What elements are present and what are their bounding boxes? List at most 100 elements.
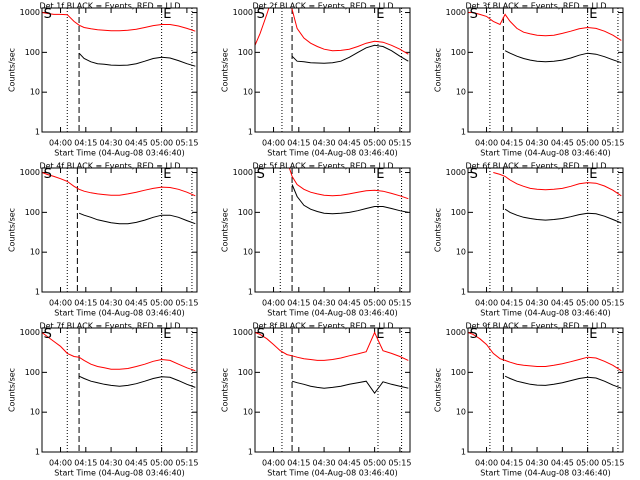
annotation: E [376, 327, 384, 342]
chart-title: Det 1f BLACK = Events, RED = LLD [39, 2, 180, 11]
x-axis-label: Start Time (04-Aug-08 03:46:40) [267, 309, 398, 318]
x-axis-label: Start Time (04-Aug-08 03:46:40) [480, 309, 611, 318]
chart-title: Det 6f BLACK = Events, RED = LLD [465, 162, 606, 171]
chart-title: Det 5f BLACK = Events, RED = LLD [252, 162, 393, 171]
y-tick-label: 1000 [233, 8, 253, 17]
y-tick-label: 1 [35, 128, 40, 137]
chart-title: Det 9f BLACK = Events, RED = LLD [465, 322, 606, 331]
x-tick-label: 05:15 [601, 139, 624, 148]
y-tick-label: 100 [25, 368, 40, 377]
series-line [504, 208, 622, 224]
series-line [468, 332, 622, 372]
y-tick-label: 1 [248, 288, 253, 297]
panel: Det 6f BLACK = Events, RED = LLD Counts/s… [434, 162, 625, 318]
y-tick-label: 1 [461, 288, 466, 297]
x-tick-label: 04:30 [526, 299, 549, 308]
y-tick-label: 100 [238, 208, 253, 217]
y-tick-label: 10 [243, 408, 253, 417]
x-tick-label: 05:00 [150, 299, 173, 308]
x-tick-label: 04:00 [475, 139, 498, 148]
x-tick-label: 05:15 [388, 139, 411, 148]
plot-frame [467, 7, 624, 133]
x-tick-label: 04:45 [338, 139, 361, 148]
x-tick-label: 04:15 [287, 459, 310, 468]
annotation: S [470, 7, 478, 22]
annotation: S [257, 167, 265, 182]
x-tick-label: 04:45 [125, 139, 148, 148]
x-tick-label: 04:15 [74, 459, 97, 468]
y-tick-label: 100 [238, 368, 253, 377]
y-tick-label: 10 [30, 408, 40, 417]
y-tick-label: 10 [456, 408, 466, 417]
annotation: E [376, 7, 384, 22]
annotation: E [589, 7, 597, 22]
x-tick-label: 04:45 [125, 299, 148, 308]
y-tick-label: 10 [243, 248, 253, 257]
series-line [42, 12, 196, 32]
annotation: E [163, 167, 171, 182]
annotation: E [163, 327, 171, 342]
y-tick-label: 1000 [233, 168, 253, 177]
x-tick-label: 05:15 [175, 139, 198, 148]
series-line [78, 375, 196, 388]
series-line [291, 44, 409, 64]
x-tick-label: 04:30 [526, 139, 549, 148]
series-line [291, 380, 409, 395]
annotation: S [257, 7, 265, 22]
y-axis-label: Counts/sec [221, 208, 230, 252]
y-tick-label: 1 [35, 288, 40, 297]
x-tick-label: 05:00 [363, 299, 386, 308]
y-axis-label: Counts/sec [8, 208, 17, 252]
panel: Det 2f BLACK = Events, RED = LLD Counts/s… [221, 2, 412, 158]
x-tick-label: 04:15 [500, 139, 523, 148]
x-tick-label: 04:00 [49, 139, 72, 148]
annotation: E [163, 7, 171, 22]
x-tick-label: 05:15 [601, 459, 624, 468]
x-tick-label: 05:00 [576, 459, 599, 468]
y-axis-label: Counts/sec [221, 368, 230, 412]
annotation: S [44, 167, 52, 182]
y-tick-label: 10 [243, 88, 253, 97]
x-tick-label: 05:00 [150, 139, 173, 148]
y-tick-label: 10 [30, 88, 40, 97]
y-tick-label: 1000 [446, 8, 466, 17]
x-tick-label: 04:30 [100, 459, 123, 468]
x-tick-label: 05:00 [363, 139, 386, 148]
y-tick-label: 100 [238, 48, 253, 57]
y-tick-label: 10 [456, 248, 466, 257]
chart-title: Det 3f BLACK = Events, RED = LLD [465, 2, 606, 11]
plot-frame [254, 7, 411, 133]
series-line [504, 375, 622, 389]
x-tick-label: 04:00 [475, 459, 498, 468]
x-axis-label: Start Time (04-Aug-08 03:46:40) [267, 149, 398, 158]
y-tick-label: 100 [451, 208, 466, 217]
x-tick-label: 05:00 [150, 459, 173, 468]
x-tick-label: 04:30 [100, 139, 123, 148]
annotation: S [44, 327, 52, 342]
x-axis-label: Start Time (04-Aug-08 03:46:40) [54, 309, 185, 318]
annotation: S [470, 167, 478, 182]
annotation: E [589, 167, 597, 182]
chart-title: Det 4f BLACK = Events, RED = LLD [39, 162, 180, 171]
plot-frame [41, 327, 198, 453]
panel: Det 3f BLACK = Events, RED = LLD Counts/s… [434, 2, 625, 158]
panel: Det 4f BLACK = Events, RED = LLD Counts/s… [8, 162, 199, 318]
x-tick-label: 04:45 [551, 139, 574, 148]
plot-frame [254, 167, 411, 293]
x-axis-label: Start Time (04-Aug-08 03:46:40) [54, 149, 185, 158]
x-axis-label: Start Time (04-Aug-08 03:46:40) [480, 469, 611, 478]
x-axis-label: Start Time (04-Aug-08 03:46:40) [54, 469, 185, 478]
x-tick-label: 04:45 [125, 459, 148, 468]
x-tick-label: 04:30 [313, 139, 336, 148]
y-tick-label: 1000 [446, 328, 466, 337]
x-tick-label: 04:00 [262, 139, 285, 148]
x-tick-label: 04:15 [74, 299, 97, 308]
x-tick-label: 04:15 [287, 299, 310, 308]
y-axis-label: Counts/sec [434, 368, 443, 412]
chart-title: Det 2f BLACK = Events, RED = LLD [252, 2, 393, 11]
x-tick-label: 05:15 [388, 299, 411, 308]
series-line [42, 172, 196, 197]
y-tick-label: 1 [35, 448, 40, 457]
